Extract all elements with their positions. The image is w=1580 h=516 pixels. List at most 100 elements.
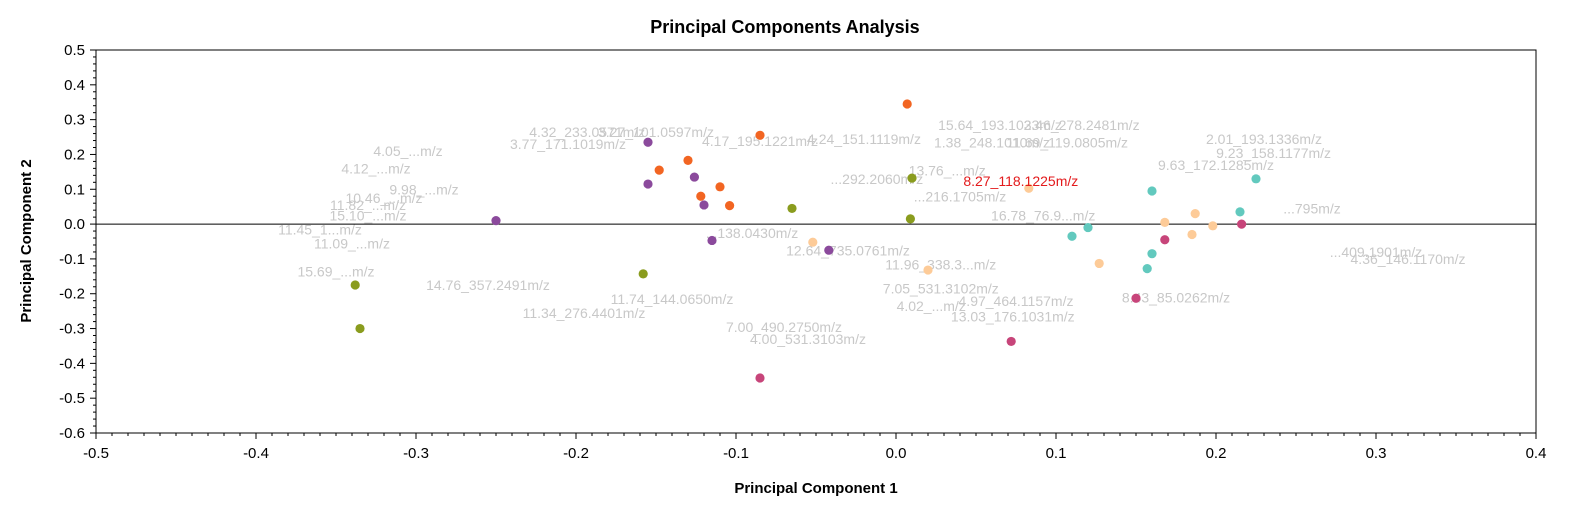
data-point <box>824 245 834 255</box>
x-tick-label: -0.3 <box>403 445 429 462</box>
variable-label: 11.74_144.0650m/z <box>611 291 734 307</box>
data-point <box>1131 293 1141 303</box>
data-point <box>715 182 725 192</box>
data-point <box>696 191 706 201</box>
variable-label: 9.98_...m/z <box>389 181 458 197</box>
data-point <box>1024 183 1034 193</box>
y-tick-label: -0.3 <box>59 321 85 338</box>
variable-label: 4.02_...m/z <box>897 298 966 314</box>
x-tick-label: 0.2 <box>1206 445 1227 462</box>
y-tick-label: -0.6 <box>59 425 85 442</box>
variable-label: 2.46_278.2481m/z <box>1024 117 1140 133</box>
variable-label: 8.43_85.0262m/z <box>1122 289 1230 305</box>
variable-label: 9.63_172.1285m/z <box>1158 157 1274 173</box>
x-tick-label: -0.1 <box>723 445 749 462</box>
axis-ticks: -0.5 -0.4 -0.3 -0.2 -0.1 0.0 0.1 0.2 0.3 0.4 0.5 0.… <box>59 42 1546 462</box>
variable-label: 7.05_531.3102m/z <box>883 281 999 297</box>
y-tick-label: 0.3 <box>64 112 85 129</box>
variable-label: 11.09_...m/z <box>314 235 390 251</box>
data-point <box>689 172 700 182</box>
data-point <box>1237 219 1247 229</box>
variable-label: 4.12_...m/z <box>341 161 410 177</box>
variable-label: 15.64_193.1033m/z <box>938 117 1062 133</box>
variable-label: 11.69_119.0805m/z <box>1006 134 1128 150</box>
data-point <box>1142 264 1152 274</box>
variable-label: 11.82_...m/z <box>330 197 406 213</box>
y-tick-label: 0.4 <box>64 77 85 94</box>
data-point <box>1094 258 1104 269</box>
x-tick-label: 0.3 <box>1366 445 1387 462</box>
data-point <box>923 265 933 275</box>
variable-label: 3.27_101.0597m/z <box>598 124 714 140</box>
y-tick-label: -0.4 <box>59 355 85 372</box>
data-point <box>638 269 648 279</box>
data-point <box>808 237 818 247</box>
chart-title: Principal Components Analysis <box>650 17 919 37</box>
variable-label: 7.00_490.2750m/z <box>726 319 842 335</box>
y-tick-label: -0.5 <box>59 390 85 407</box>
variable-label: 11.96_338.3...m/z <box>885 256 996 272</box>
data-point <box>902 99 912 109</box>
variable-label: 9.23_158.1177m/z <box>1216 145 1331 161</box>
y-tick-label: 0.0 <box>64 216 85 233</box>
data-point <box>699 200 709 210</box>
y-tick-label: -0.1 <box>59 251 85 268</box>
variable-label: 11.45_1...m/z <box>278 222 362 238</box>
variable-label: 4.05_...m/z <box>373 143 442 159</box>
data-point <box>355 323 365 334</box>
variable-label: ...795m/z <box>1283 201 1341 217</box>
data-point <box>905 214 916 224</box>
variable-label: ...138.0430m/z <box>706 225 799 241</box>
data-point <box>654 165 664 175</box>
variable-label: 13.03_176.1031m/z <box>951 309 1075 325</box>
data-point <box>1251 174 1261 184</box>
data-point <box>491 216 501 226</box>
data-point <box>755 130 765 140</box>
variable-label: 3.77_171.1019m/z <box>510 136 626 152</box>
data-point <box>725 201 735 211</box>
variable-label: 4.17_195.1221m/z <box>702 133 818 149</box>
variable-labels: 4.32_233.0571m/z3.27_101.0597m/z3.77_171… <box>278 117 1465 347</box>
variable-label: 1.38_248.1010m/z <box>934 134 1050 150</box>
variable-label: 4.36_146.1170m/z <box>1351 251 1466 267</box>
data-point <box>707 235 717 246</box>
data-point <box>1160 217 1170 227</box>
variable-label: 4.97_464.1157m/z <box>959 293 1074 309</box>
variable-label: 13.76_...m/z <box>909 162 986 178</box>
data-point <box>683 155 693 165</box>
data-point <box>1187 229 1197 240</box>
data-point <box>907 173 917 183</box>
data-points <box>350 99 1261 383</box>
data-point <box>1147 249 1157 259</box>
variable-label: 16.78_76.9...m/z <box>991 208 1095 224</box>
y-tick-label: 0.1 <box>64 181 85 198</box>
data-point <box>1190 209 1200 219</box>
variable-label: 15.69_...m/z <box>297 263 374 279</box>
data-point <box>643 179 653 189</box>
x-tick-label: 0.0 <box>886 445 907 462</box>
data-point <box>643 137 653 147</box>
data-point <box>1208 221 1218 231</box>
highlighted-label: 8.27_118.1225m/z <box>963 173 1078 189</box>
data-point <box>1067 231 1077 241</box>
variable-label: 2.01_193.1336m/z <box>1206 131 1322 147</box>
data-point <box>1147 186 1157 196</box>
variable-label: 4.24_151.1119m/z <box>807 131 921 147</box>
y-tick-label: -0.2 <box>59 286 85 303</box>
variable-label: ...409.1901m/z <box>1330 244 1423 260</box>
data-point <box>787 203 797 214</box>
data-point <box>755 373 765 383</box>
x-tick-label: -0.2 <box>563 445 589 462</box>
y-tick-label: 0.2 <box>64 146 85 163</box>
data-point <box>1235 207 1245 217</box>
variable-label: 11.34_276.4401m/z <box>523 305 646 321</box>
data-point <box>1160 235 1170 245</box>
variable-label: ...216.1705m/z <box>914 188 1007 204</box>
variable-label: 4.00_531.3103m/z <box>750 331 866 347</box>
variable-label: 4.32_233.0571m/z <box>529 124 645 140</box>
y-tick-label: 0.5 <box>64 42 85 59</box>
variable-label: 12.64_735.0761m/z <box>786 242 910 258</box>
variable-label: 10.46_...m/z <box>345 190 422 206</box>
x-tick-label: 0.4 <box>1526 445 1547 462</box>
